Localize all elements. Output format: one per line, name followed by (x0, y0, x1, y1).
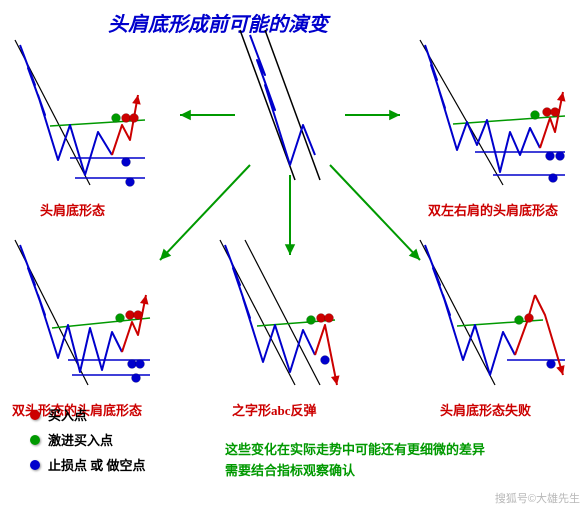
panel-2 (415, 40, 580, 190)
legend-text: 激进买入点 (48, 430, 113, 449)
panel-4-label: 之字形abc反弹 (232, 400, 317, 419)
legend: 买入点激进买入点止损点 或 做空点 (30, 405, 146, 480)
legend-dot-icon (30, 435, 40, 445)
note-line: 需要结合指标观察确认 (225, 461, 485, 482)
panel-5-label: 头肩底形态失败 (440, 400, 531, 419)
legend-text: 止损点 或 做空点 (48, 455, 146, 474)
panel-4 (215, 240, 370, 390)
note-line: 这些变化在实际走势中可能还有更细微的差异 (225, 440, 485, 461)
legend-text: 买入点 (48, 405, 87, 424)
legend-dot-icon (30, 460, 40, 470)
footer-note: 这些变化在实际走势中可能还有更细微的差异需要结合指标观察确认 (225, 440, 485, 482)
panel-1 (10, 40, 175, 190)
panel-3 (10, 240, 175, 390)
panel-1-label: 头肩底形态 (40, 200, 105, 219)
legend-row: 止损点 或 做空点 (30, 455, 146, 474)
legend-row: 买入点 (30, 405, 146, 424)
watermark: 搜狐号©大雄先生 (495, 490, 580, 506)
panel-2-label: 双左右肩的头肩底形态 (428, 200, 558, 219)
legend-dot-icon (30, 410, 40, 420)
panel-5 (415, 240, 580, 390)
legend-row: 激进买入点 (30, 430, 146, 449)
